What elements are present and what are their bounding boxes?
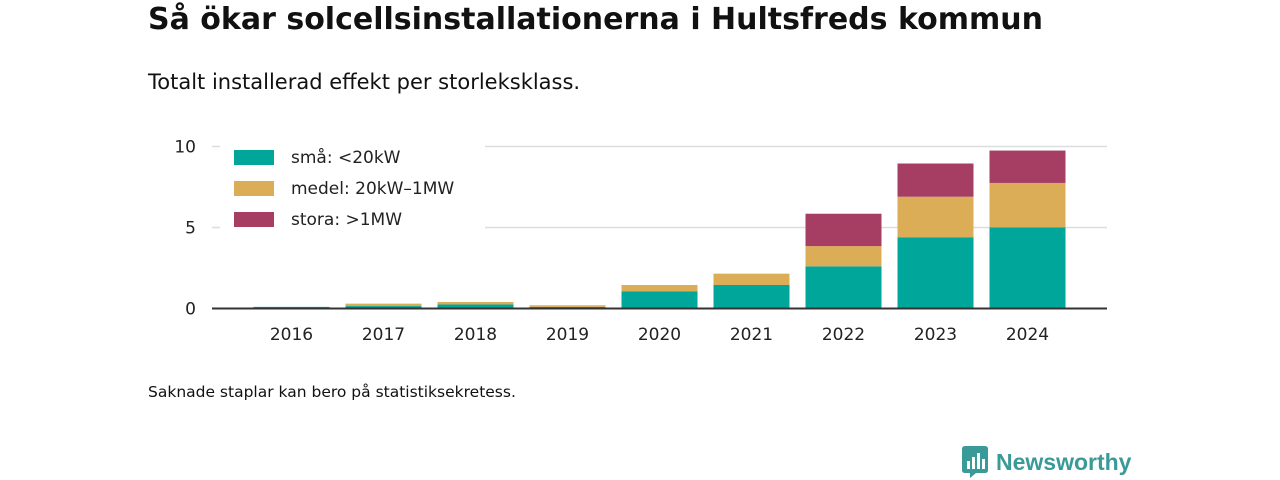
bar-segment [989,227,1066,309]
legend-label: små: <20kW [291,147,401,168]
y-tick-label: 0 [185,300,196,320]
bar-segment [805,266,882,309]
bar-segment [989,182,1066,228]
newsworthy-logo-icon [962,446,988,478]
x-tick-label: 2020 [638,325,681,345]
bar-segment [345,303,422,307]
x-tick-label: 2019 [546,325,589,345]
y-tick-label: 10 [174,138,196,158]
bar-segment [805,213,882,247]
legend-label: medel: 20kW–1MW [291,179,454,199]
legend-swatch [234,150,274,165]
bar-segment [897,196,974,238]
newsworthy-brand: Newsworthy [962,446,1131,478]
bar-segment [805,246,882,267]
x-tick-label: 2024 [1006,325,1049,345]
x-tick-label: 2023 [914,325,957,345]
y-tick-label: 5 [185,219,196,239]
bar-segment [621,291,698,309]
x-tick-label: 2017 [362,325,405,345]
bar-segment [897,163,974,197]
bar-segment [437,302,514,305]
x-tick-label: 2021 [730,325,773,345]
x-tick-label: 2016 [270,325,313,345]
bar-segment [621,285,698,292]
bar-segment [713,273,790,286]
x-tick-label: 2018 [454,325,497,345]
x-tick-label: 2022 [822,325,865,345]
bar-segment [345,306,422,309]
brand-name: Newsworthy [996,448,1132,475]
legend-swatch [234,212,274,227]
bar-segment [713,285,790,309]
bar-segment [897,237,974,309]
footnote: Saknade staplar kan bero på statistiksek… [148,383,516,401]
legend-label: stora: >1MW [291,210,402,230]
legend-swatch [234,181,274,196]
bar-segment [989,150,1066,183]
bar-segment [529,305,606,307]
chart-title: Så ökar solcellsinstallationerna i Hults… [148,2,1043,37]
chart-subtitle: Totalt installerad effekt per storlekskl… [148,70,581,94]
bar-segment [437,304,514,309]
